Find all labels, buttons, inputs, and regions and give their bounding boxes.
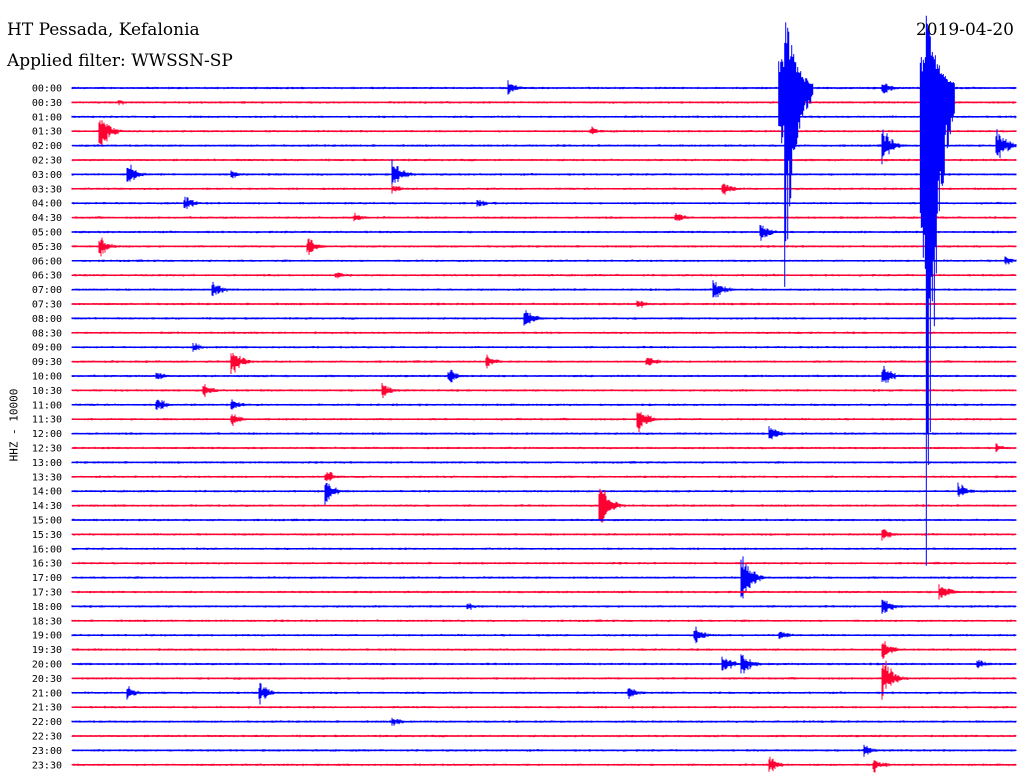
trace-row [71, 682, 1017, 705]
row-time-label: 23:00 [32, 746, 62, 757]
row-time-label: 03:30 [32, 184, 62, 195]
trace-row [71, 412, 1017, 432]
row-time-label: 16:30 [32, 559, 62, 570]
trace-row [71, 482, 1017, 505]
row-time-label: 19:00 [32, 631, 62, 642]
row-time-label: 11:30 [32, 415, 62, 426]
row-time-label: 08:30 [32, 328, 62, 339]
row-time-label: 04:30 [32, 213, 62, 224]
row-time-label: 12:30 [32, 444, 62, 455]
trace-row [71, 120, 1017, 147]
major-event-trace [778, 22, 814, 287]
trace-row [71, 660, 1017, 700]
row-time-label: 05:30 [32, 242, 62, 253]
row-time-label: 22:30 [32, 732, 62, 743]
row-time-label: 03:00 [32, 170, 62, 181]
trace-row [71, 426, 1017, 440]
row-time-label: 19:30 [32, 645, 62, 656]
row-time-label: 18:30 [32, 616, 62, 627]
row-time-label: 10:00 [32, 372, 62, 383]
row-time-label: 13:00 [32, 458, 62, 469]
row-time-label: 02:00 [32, 141, 62, 152]
row-time-label: 02:30 [32, 156, 62, 167]
row-time-label: 01:30 [32, 127, 62, 138]
row-time-label: 18:00 [32, 602, 62, 613]
row-time-label: 21:00 [32, 688, 62, 699]
row-time-label: 12:00 [32, 429, 62, 440]
row-time-label: 13:30 [32, 472, 62, 483]
row-time-label: 04:00 [32, 199, 62, 210]
trace-row [71, 353, 1017, 374]
row-time-label: 06:30 [32, 271, 62, 282]
row-time-label: 10:30 [32, 386, 62, 397]
row-time-label: 07:00 [32, 285, 62, 296]
row-time-label: 01:00 [32, 112, 62, 123]
row-time-label: 22:00 [32, 717, 62, 728]
row-time-label: 06:00 [32, 256, 62, 267]
row-time-label: 15:30 [32, 530, 62, 541]
row-time-label: 00:00 [32, 84, 62, 95]
row-time-label: 14:30 [32, 501, 62, 512]
seismic-traces [71, 80, 1017, 773]
row-time-label: 17:00 [32, 573, 62, 584]
row-time-label: 15:00 [32, 516, 62, 527]
row-time-label: 20:30 [32, 674, 62, 685]
row-time-label: 11:00 [32, 400, 62, 411]
row-time-label: 17:30 [32, 588, 62, 599]
row-time-label: 00:30 [32, 98, 62, 109]
row-time-label: 16:00 [32, 544, 62, 555]
trace-row [71, 365, 1017, 383]
row-time-label: 05:00 [32, 228, 62, 239]
station-title: HT Pessada, Kefalonia [7, 20, 200, 40]
filter-label: Applied filter: WWSSN-SP [7, 51, 233, 71]
row-time-label: 09:00 [32, 343, 62, 354]
major-events [778, 15, 955, 566]
trace-row [71, 159, 1017, 188]
row-time-label: 23:30 [32, 760, 62, 771]
major-event-trace [919, 15, 955, 566]
row-time-labels: 00:00 00:30 01:00 01:30 02:00 02:30 03:00 03:30… [32, 84, 62, 772]
row-time-label: 08:00 [32, 314, 62, 325]
date-label: 2019-04-20 [915, 20, 1014, 40]
row-time-label: 07:30 [32, 300, 62, 311]
row-time-label: 14:00 [32, 487, 62, 498]
trace-row [71, 225, 1017, 241]
row-time-label: 21:30 [32, 703, 62, 714]
row-time-label: 09:30 [32, 357, 62, 368]
row-time-label: 20:00 [32, 660, 62, 671]
